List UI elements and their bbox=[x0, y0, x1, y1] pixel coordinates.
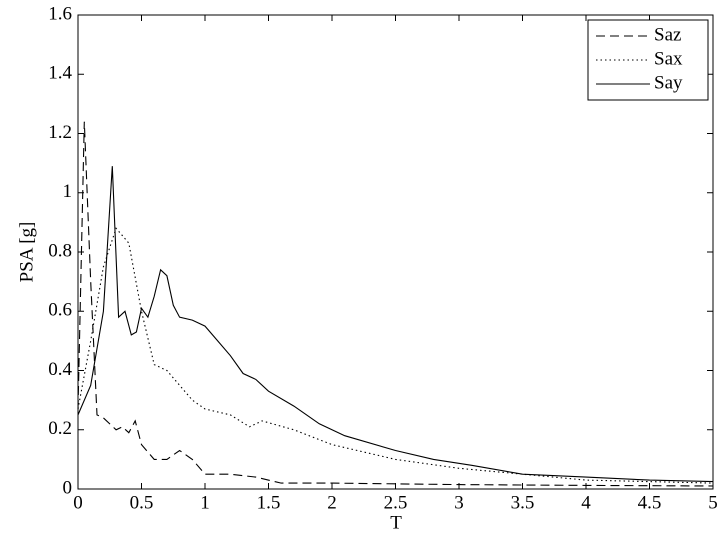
y-tick-label: 0 bbox=[63, 477, 73, 498]
y-tick-label: 0.2 bbox=[48, 418, 72, 439]
y-tick-label: 0.8 bbox=[48, 240, 72, 261]
x-tick-label: 2 bbox=[327, 492, 337, 513]
x-tick-label: 3 bbox=[454, 492, 464, 513]
series-line bbox=[77, 121, 714, 487]
y-tick-label: 0.6 bbox=[48, 300, 72, 321]
x-tick-label: 3.5 bbox=[511, 492, 535, 513]
legend-label: Sax bbox=[654, 48, 683, 69]
legend-box bbox=[587, 19, 709, 101]
y-tick-label: 1.4 bbox=[48, 63, 72, 84]
x-axis-label: T bbox=[390, 512, 402, 533]
x-tick-label: 1.5 bbox=[257, 492, 281, 513]
y-tick-label: 1.6 bbox=[48, 3, 72, 24]
series-line bbox=[77, 166, 714, 483]
x-tick-label: 4.5 bbox=[638, 492, 662, 513]
legend-label: Saz bbox=[654, 24, 681, 45]
y-axis-label: PSA [g] bbox=[16, 222, 37, 283]
y-tick-label: 0.4 bbox=[48, 359, 72, 380]
series-line bbox=[77, 227, 714, 484]
plot-frame bbox=[77, 14, 714, 490]
x-tick-label: 0 bbox=[73, 492, 83, 513]
legend-label: Say bbox=[654, 72, 683, 93]
x-tick-label: 0.5 bbox=[130, 492, 154, 513]
x-tick-label: 2.5 bbox=[384, 492, 408, 513]
x-tick-label: 4 bbox=[581, 492, 591, 513]
y-tick-label: 1 bbox=[63, 181, 73, 202]
x-tick-label: 5 bbox=[708, 492, 718, 513]
x-tick-label: 1 bbox=[200, 492, 210, 513]
y-tick-label: 1.2 bbox=[48, 122, 72, 143]
